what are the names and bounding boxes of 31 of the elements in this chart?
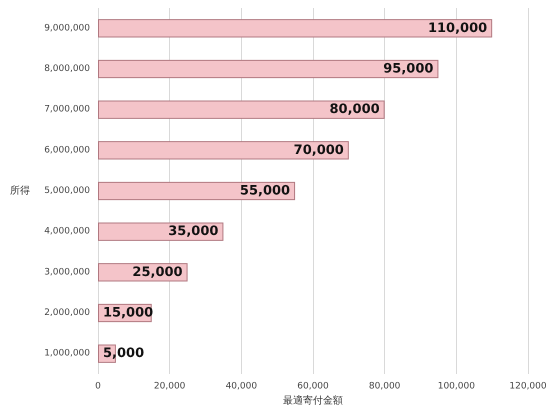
y-tick-label: 4,000,000 bbox=[44, 226, 90, 237]
y-tick-label: 8,000,000 bbox=[44, 64, 90, 74]
bar bbox=[98, 182, 296, 200]
data-label: 95,000 bbox=[383, 62, 434, 76]
y-tick-label: 6,000,000 bbox=[44, 145, 90, 156]
bar bbox=[98, 60, 438, 78]
y-tick-label: 5,000,000 bbox=[44, 186, 90, 196]
x-tick-label: 120,000 bbox=[509, 382, 547, 392]
bar bbox=[98, 141, 349, 160]
y-axis-title: 所得 bbox=[10, 184, 30, 196]
y-tick-label: 3,000,000 bbox=[44, 267, 90, 278]
y-tick-label: 2,000,000 bbox=[44, 308, 90, 318]
bar bbox=[98, 19, 492, 38]
y-tick-label: 9,000,000 bbox=[44, 23, 90, 34]
data-label: 70,000 bbox=[294, 142, 344, 158]
data-label: 15,000 bbox=[103, 306, 154, 320]
x-axis-title: 最適寄付金額 bbox=[283, 394, 343, 406]
x-tick-label: 100,000 bbox=[438, 382, 476, 392]
data-label: 55,000 bbox=[240, 184, 290, 198]
data-label: 35,000 bbox=[168, 224, 218, 240]
x-tick-label: 0 bbox=[95, 382, 102, 392]
x-tick-label: 20,000 bbox=[154, 382, 186, 392]
x-tick-label: 80,000 bbox=[368, 382, 401, 392]
x-tick-label: 60,000 bbox=[297, 382, 330, 392]
x-tick-label: 40,000 bbox=[226, 382, 258, 392]
data-label: 110,000 bbox=[428, 20, 488, 36]
y-tick-label: 7,000,000 bbox=[44, 104, 90, 115]
data-label: 80,000 bbox=[329, 102, 380, 118]
y-tick-label: 1,000,000 bbox=[44, 348, 90, 359]
bar bbox=[98, 100, 385, 119]
data-label: 25,000 bbox=[132, 264, 183, 280]
